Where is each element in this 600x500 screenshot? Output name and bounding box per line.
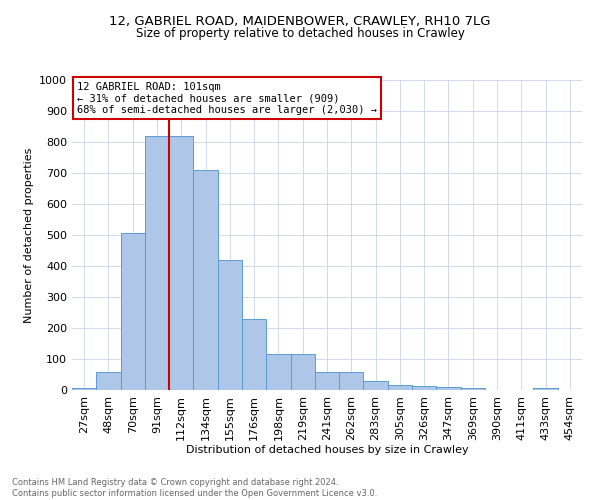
Text: 12 GABRIEL ROAD: 101sqm
← 31% of detached houses are smaller (909)
68% of semi-d: 12 GABRIEL ROAD: 101sqm ← 31% of detache… bbox=[77, 82, 377, 115]
X-axis label: Distribution of detached houses by size in Crawley: Distribution of detached houses by size … bbox=[185, 446, 469, 456]
Bar bbox=[388, 386, 412, 390]
Bar bbox=[145, 136, 169, 390]
Bar bbox=[169, 136, 193, 390]
Bar bbox=[242, 318, 266, 390]
Bar bbox=[533, 388, 558, 390]
Bar bbox=[290, 354, 315, 390]
Text: Size of property relative to detached houses in Crawley: Size of property relative to detached ho… bbox=[136, 28, 464, 40]
Bar bbox=[96, 372, 121, 390]
Text: Contains HM Land Registry data © Crown copyright and database right 2024.
Contai: Contains HM Land Registry data © Crown c… bbox=[12, 478, 377, 498]
Bar bbox=[266, 354, 290, 390]
Bar bbox=[339, 372, 364, 390]
Bar bbox=[412, 386, 436, 390]
Bar bbox=[72, 388, 96, 390]
Text: 12, GABRIEL ROAD, MAIDENBOWER, CRAWLEY, RH10 7LG: 12, GABRIEL ROAD, MAIDENBOWER, CRAWLEY, … bbox=[109, 15, 491, 28]
Bar bbox=[315, 372, 339, 390]
Bar bbox=[193, 170, 218, 390]
Bar bbox=[461, 388, 485, 390]
Bar bbox=[121, 234, 145, 390]
Bar bbox=[218, 260, 242, 390]
Bar bbox=[436, 387, 461, 390]
Y-axis label: Number of detached properties: Number of detached properties bbox=[23, 148, 34, 322]
Bar bbox=[364, 380, 388, 390]
